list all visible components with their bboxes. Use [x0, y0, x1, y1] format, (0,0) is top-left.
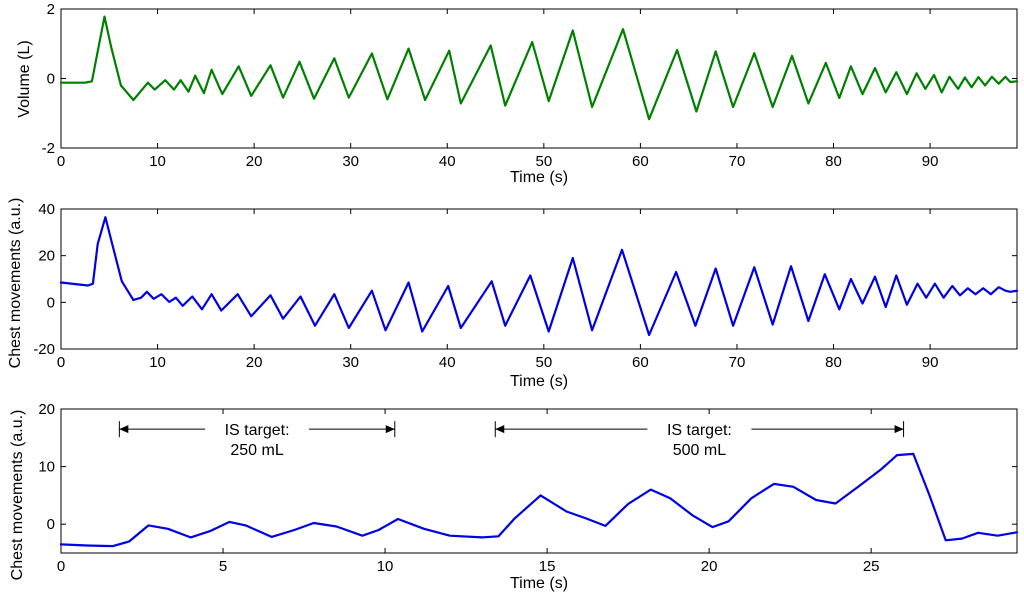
volume-xtick-label: 50	[535, 153, 552, 170]
volume-ytick-label: 0	[47, 71, 55, 88]
chest-bottom-xtick-label: 20	[701, 558, 718, 575]
arrowhead-right-icon	[894, 425, 904, 434]
volume-panel-ylabel: Volume (L)	[16, 40, 33, 117]
chest-top-xtick-label: 40	[439, 354, 456, 371]
chest-top-xtick-label: 10	[149, 354, 166, 371]
annotation-text: IS target:	[225, 422, 290, 439]
volume-xtick-label: 0	[57, 153, 65, 170]
chest-top-xtick-label: 50	[535, 354, 552, 371]
annotation-text: 250 mL	[230, 442, 283, 459]
volume-xtick-label: 90	[922, 153, 939, 170]
volume-xtick-label: 70	[729, 153, 746, 170]
chest-panel-top-xlabel: Time (s)	[510, 373, 568, 390]
chest-bottom-ytick-label: 20	[38, 401, 55, 418]
chest-top-xtick-label: 70	[729, 354, 746, 371]
chest-bottom-xtick-label: 15	[539, 558, 556, 575]
chest-top-xtick-label: 80	[825, 354, 842, 371]
chest-bottom-xtick-label: 0	[57, 558, 65, 575]
chest-bottom-ytick-label: 0	[47, 516, 55, 533]
volume-xtick-label: 80	[825, 153, 842, 170]
chest-top-xtick-label: 20	[246, 354, 263, 371]
volume-panel-xlabel: Time (s)	[510, 169, 568, 186]
chest-panel-top: Time (s) Chest movements (a.u.) 0 10 20 30 4…	[7, 198, 1019, 390]
chest-bottom-series-line	[59, 452, 1019, 548]
volume-xtick-label: 10	[149, 153, 166, 170]
volume-axes-frame	[60, 8, 1018, 149]
chest-top-axes-frame	[60, 208, 1018, 350]
arrowhead-right-icon	[385, 425, 395, 434]
chest-bottom-xtick-label: 5	[219, 558, 227, 575]
chest-top-ytick-label: 40	[38, 201, 55, 218]
chest-top-xtick-label: 30	[342, 354, 359, 371]
chest-top-ytick-label: 20	[38, 248, 55, 265]
volume-xtick-label: 20	[246, 153, 263, 170]
arrowhead-left-icon	[119, 425, 129, 434]
chest-top-series-line	[59, 216, 1019, 337]
chest-top-ytick-label: -20	[33, 341, 55, 358]
chest-top-ytick-label: 0	[47, 294, 55, 311]
chest-bottom-xtick-label: 10	[377, 558, 394, 575]
chest-panel-bottom-xlabel: Time (s)	[510, 575, 568, 592]
volume-xtick-label: 60	[632, 153, 649, 170]
chest-bottom-xtick-label: 25	[863, 558, 880, 575]
volume-xtick-label: 40	[439, 153, 456, 170]
chest-bottom-ytick-label: 10	[38, 459, 55, 476]
chest-bottom-axes-frame	[60, 408, 1018, 554]
volume-series-line	[59, 15, 1019, 121]
arrowhead-left-icon	[495, 425, 505, 434]
chest-panel-bottom-ylabel: Chest movements (a.u.)	[9, 410, 26, 581]
volume-xtick-label: 30	[342, 153, 359, 170]
volume-ytick-label: 2	[47, 1, 55, 18]
annotation-text: IS target:	[667, 422, 732, 439]
chest-panel-bottom: Time (s) Chest movements (a.u.) 0 5 10 15 20…	[9, 401, 1019, 592]
chest-top-xtick-label: 0	[57, 354, 65, 371]
volume-panel: Time (s) Volume (L) 0 10 20 30 40 50 60 70 80 90-…	[16, 1, 1019, 186]
chest-panel-top-ylabel: Chest movements (a.u.)	[7, 198, 24, 369]
chest-top-xtick-label: 90	[922, 354, 939, 371]
volume-ytick-label: -2	[42, 140, 55, 157]
chest-top-xtick-label: 60	[632, 354, 649, 371]
annotation-text: 500 mL	[673, 442, 726, 459]
